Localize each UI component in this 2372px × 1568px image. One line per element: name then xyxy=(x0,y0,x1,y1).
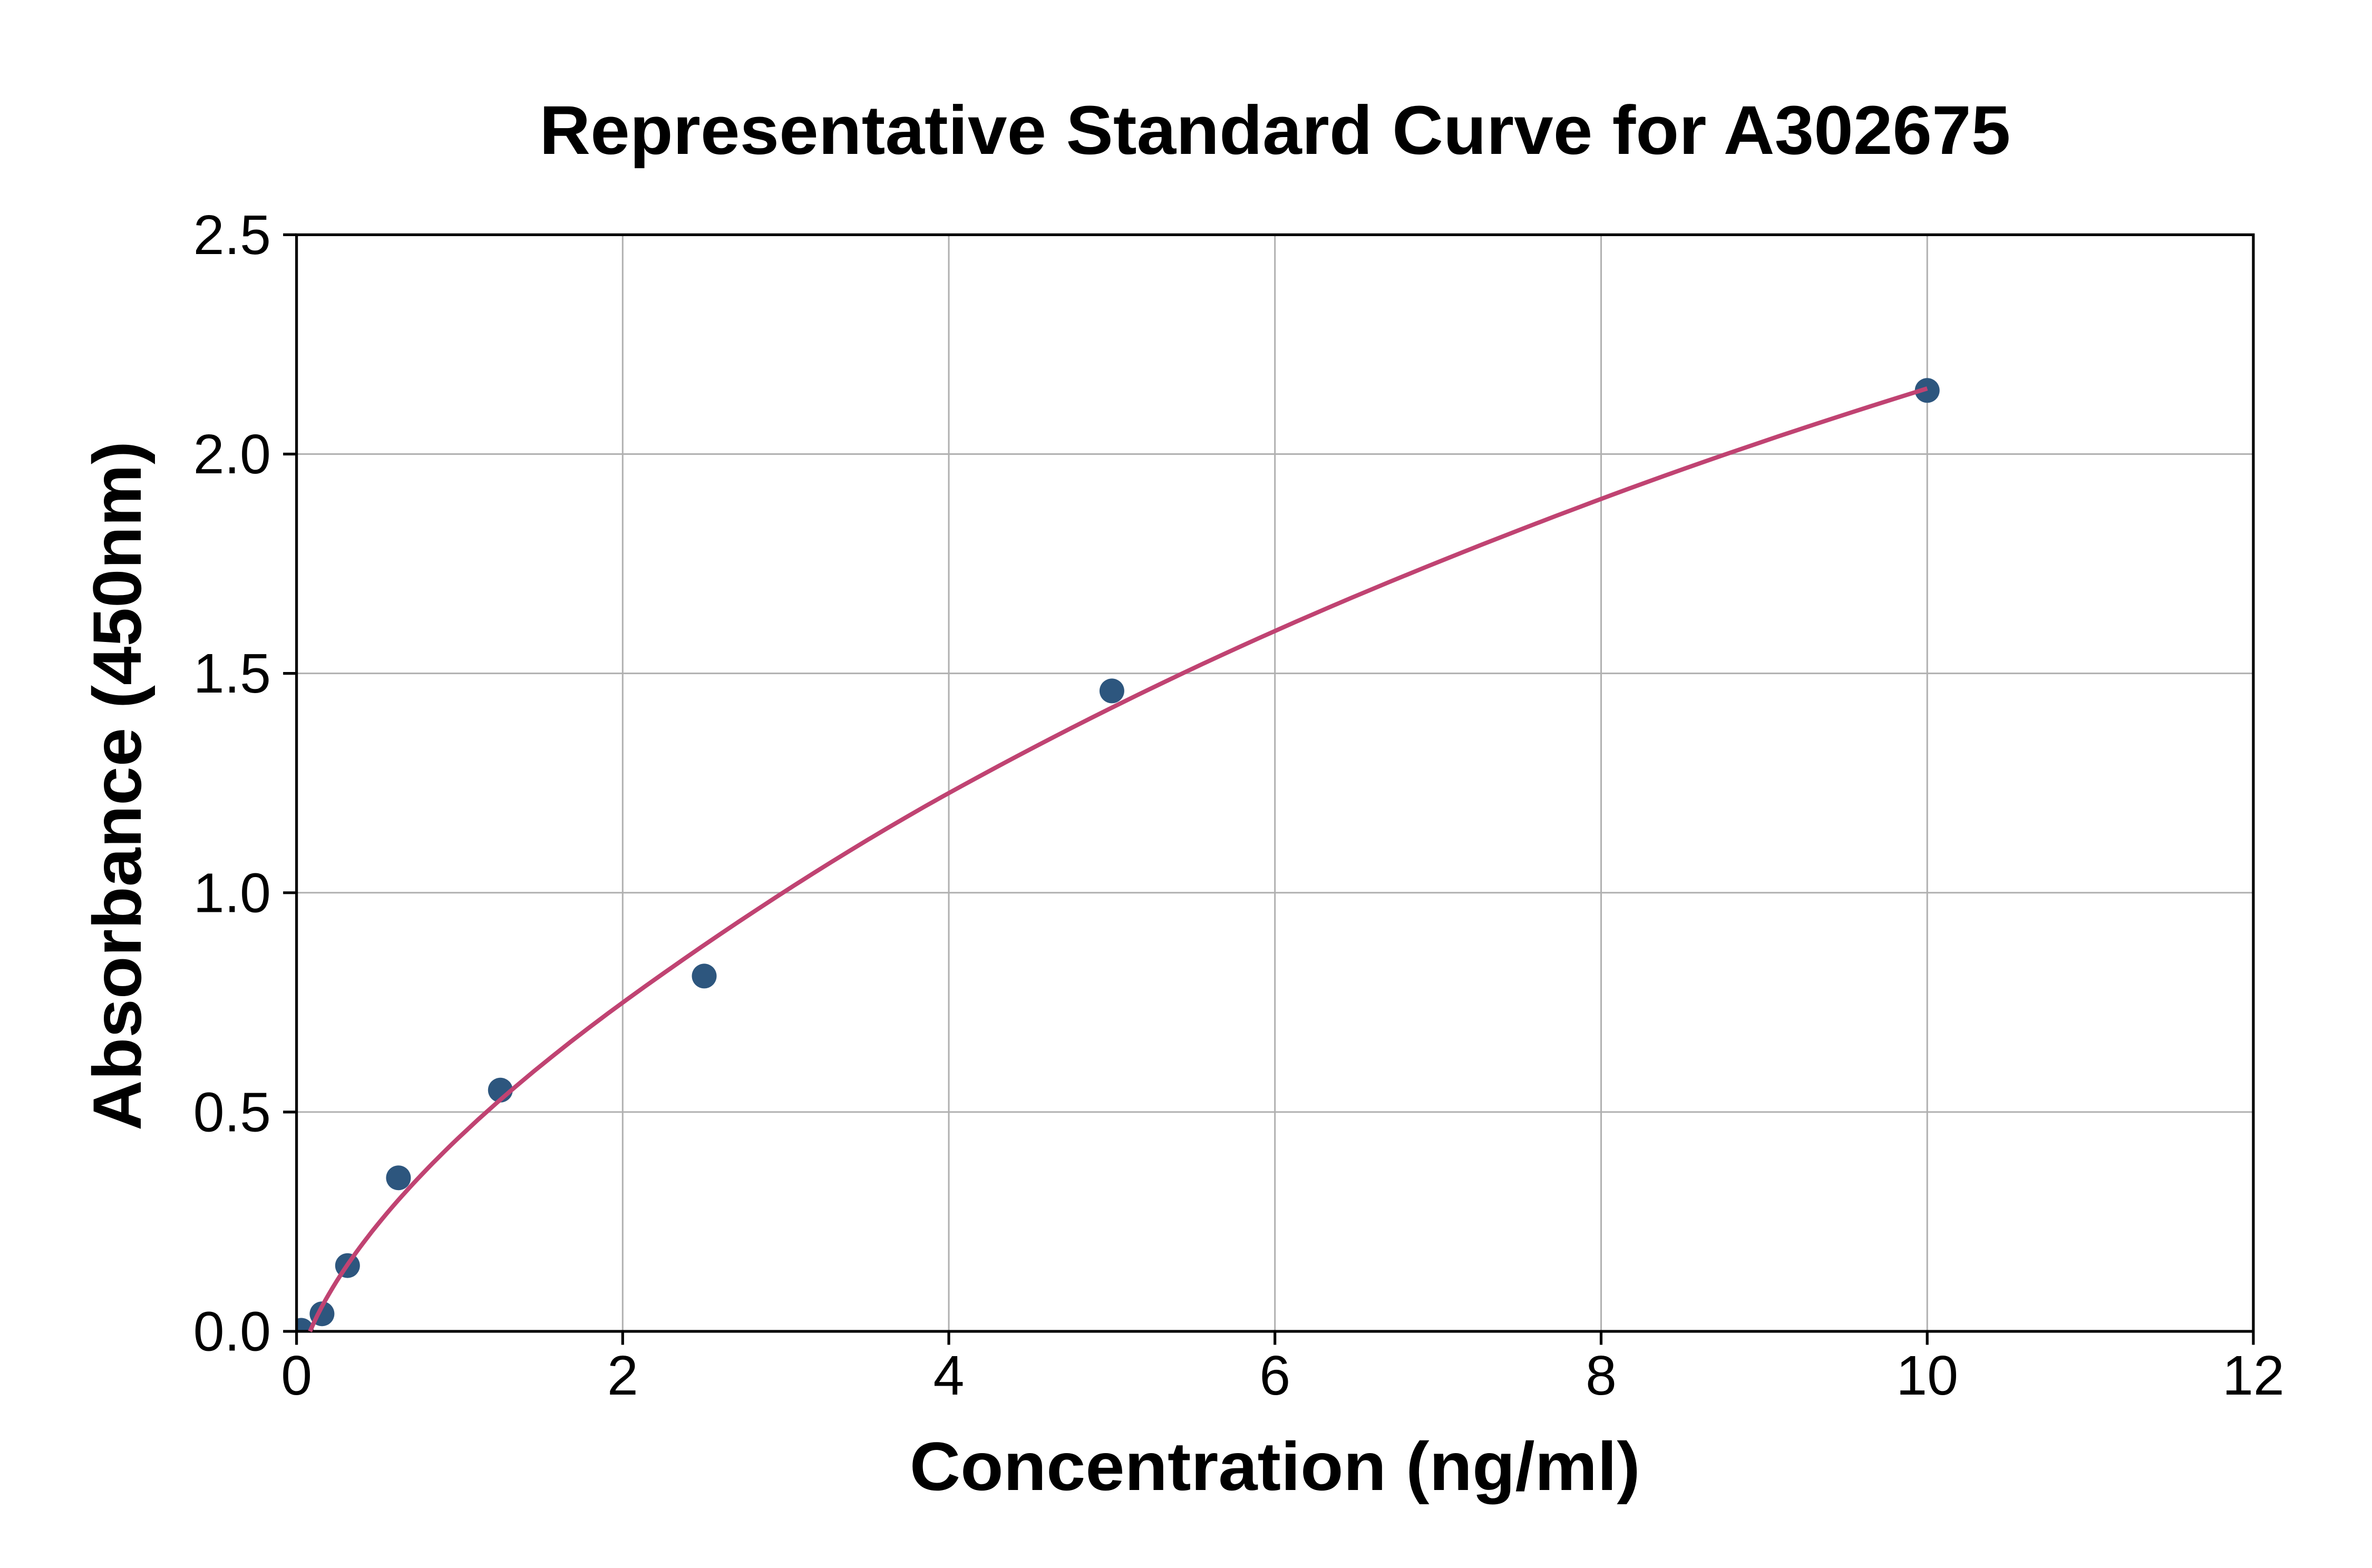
svg-text:6: 6 xyxy=(1259,1345,1290,1407)
svg-text:4: 4 xyxy=(934,1345,965,1407)
svg-text:1.5: 1.5 xyxy=(193,642,271,705)
svg-text:Concentration (ng/ml): Concentration (ng/ml) xyxy=(910,1428,1640,1505)
svg-text:Absorbance (450nm): Absorbance (450nm) xyxy=(79,441,155,1131)
svg-text:1.0: 1.0 xyxy=(193,862,271,924)
svg-text:0: 0 xyxy=(281,1345,312,1407)
svg-text:0.0: 0.0 xyxy=(193,1301,271,1363)
svg-text:0.5: 0.5 xyxy=(193,1082,271,1144)
svg-text:10: 10 xyxy=(1896,1345,1958,1407)
svg-text:Representative Standard Curve: Representative Standard Curve for A30267… xyxy=(539,91,2010,169)
svg-text:2: 2 xyxy=(607,1345,638,1407)
svg-text:2.0: 2.0 xyxy=(193,423,271,485)
svg-text:2.5: 2.5 xyxy=(193,204,271,266)
svg-text:8: 8 xyxy=(1586,1345,1617,1407)
svg-text:12: 12 xyxy=(2222,1345,2284,1407)
